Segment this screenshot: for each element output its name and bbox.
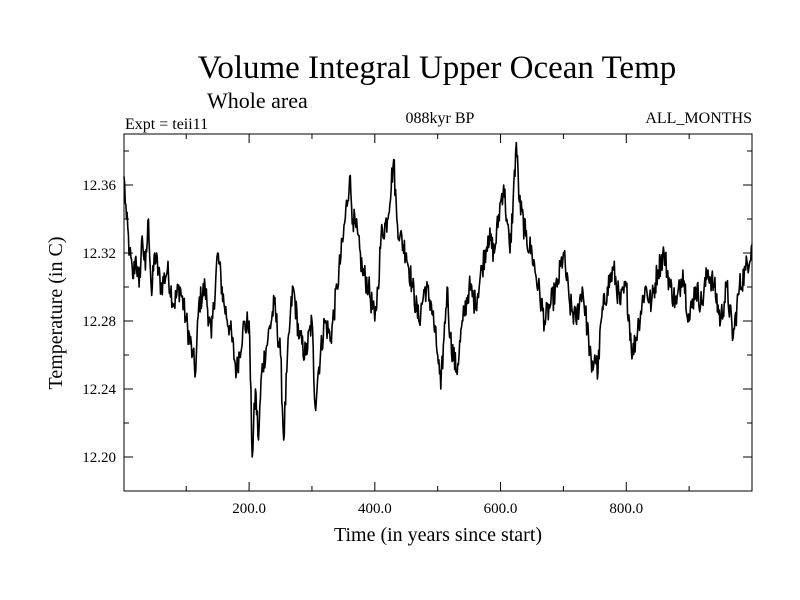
y-axis-label: Temperature (in C)	[45, 237, 67, 390]
chart-title: Volume Integral Upper Ocean Temp	[198, 50, 676, 86]
chart-subtitle: Whole area	[207, 88, 308, 113]
y-axis-ticks	[124, 150, 752, 458]
x-axis-ticks	[185, 134, 690, 491]
y-tick-label: 12.20	[82, 450, 116, 466]
months-label: ALL_MONTHS	[645, 110, 752, 127]
temperature-series-line	[123, 141, 753, 458]
y-axis-tick-labels: 12.20 12.24 12.28 12.32 12.36	[82, 178, 116, 466]
period-label: 088kyr BP	[406, 110, 475, 127]
y-tick-label: 12.36	[82, 178, 116, 194]
x-tick-label: 800.0	[609, 501, 643, 517]
plot-frame	[123, 133, 753, 492]
x-tick-label: 200.0	[232, 501, 266, 517]
x-axis-tick-labels: 200.0 400.0 600.0 800.0	[232, 501, 643, 517]
x-axis-label: Time (in years since start)	[334, 524, 542, 546]
experiment-label: Expt = teii11	[125, 116, 208, 133]
y-tick-label: 12.24	[82, 382, 116, 398]
x-tick-label: 600.0	[484, 501, 518, 517]
x-tick-label: 400.0	[358, 501, 392, 517]
y-tick-label: 12.32	[82, 246, 116, 262]
y-tick-label: 12.28	[82, 314, 116, 330]
